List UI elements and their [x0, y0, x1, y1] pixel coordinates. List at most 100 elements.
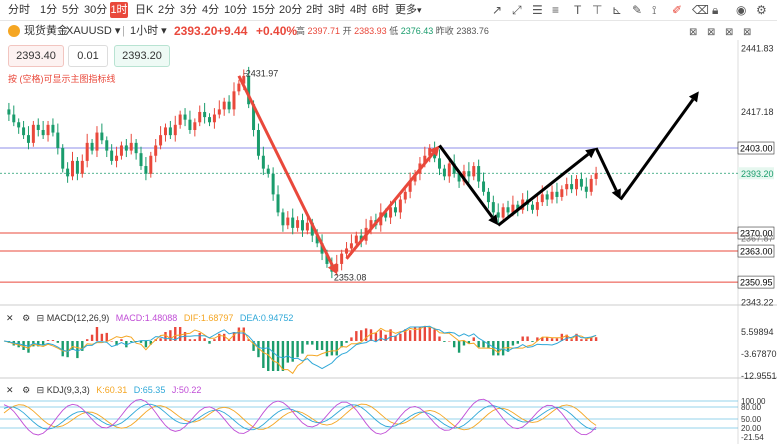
tf-3h[interactable]: 3时	[328, 4, 346, 16]
macd-bar	[154, 339, 157, 341]
ruler-icon[interactable]: ⊾	[612, 3, 623, 17]
candle-body	[36, 124, 40, 130]
gear-icon[interactable]: ⚙	[22, 313, 31, 323]
macd-bar	[580, 339, 583, 341]
eraser-icon[interactable]: ⌫	[692, 3, 709, 17]
tf-2h[interactable]: 2时	[306, 4, 324, 16]
tf-6h[interactable]: 6时	[372, 4, 390, 16]
macd-bar	[487, 341, 490, 349]
candle-body	[486, 191, 490, 203]
macd-bar	[452, 341, 456, 348]
indicator-icon[interactable]: ⊠	[707, 27, 716, 38]
tf-4h[interactable]: 4时	[350, 4, 368, 16]
quote-bar: 现货黄金 XAUUSD ▾ | 1小时 ▾ 2393.20 +9.44 +0.4…	[0, 21, 777, 41]
toggle-icon[interactable]: ⊟	[36, 385, 45, 395]
macd-bar	[7, 341, 11, 343]
candle-body	[188, 119, 192, 130]
tf-1h[interactable]: 1时	[110, 2, 128, 18]
candle-body	[550, 191, 554, 200]
tf-fenshi[interactable]: 分时	[8, 4, 30, 16]
lock-icon[interactable]: 🔒︎	[712, 3, 719, 17]
ray-icon[interactable]: ⤢	[512, 3, 522, 17]
tf-2m[interactable]: 2分	[158, 4, 176, 16]
buy-price-button[interactable]: 2393.20	[114, 45, 170, 67]
brush-icon[interactable]: ✎	[632, 3, 643, 17]
candle-body	[51, 124, 55, 133]
macd-bar	[66, 341, 69, 358]
candle-body	[276, 194, 280, 213]
trend-line-icon[interactable]: ↗	[492, 3, 503, 17]
tf-30m[interactable]: 30分	[84, 4, 108, 16]
toggle-icon[interactable]: ⊟	[36, 313, 45, 323]
macd-axis-label: 5.59894	[741, 327, 774, 337]
compare-icon[interactable]: ⊠	[725, 27, 734, 38]
candle-body	[496, 212, 500, 218]
measure-icon[interactable]: ⟟	[652, 3, 657, 17]
macd-bar	[315, 341, 319, 350]
candle-body	[256, 129, 260, 156]
candle-body	[129, 142, 133, 151]
macd-bar	[252, 341, 255, 351]
tf-daily[interactable]: 日K	[135, 4, 154, 16]
tf-3m[interactable]: 3分	[180, 4, 198, 16]
lot-input[interactable]: 0.01	[68, 45, 108, 67]
eye-icon[interactable]: ◉	[736, 3, 747, 17]
macd-bar	[271, 341, 275, 371]
macd-bar	[394, 335, 397, 341]
candle-body	[22, 127, 26, 136]
macd-bar	[41, 341, 45, 346]
y-tick-label: 2343.22	[741, 298, 774, 308]
layout-icon[interactable]: ⊠	[689, 27, 698, 38]
tf-4m[interactable]: 4分	[202, 4, 220, 16]
candle-body	[398, 199, 402, 213]
candle-body	[291, 217, 295, 228]
macd-bar	[276, 341, 280, 371]
macd-bar	[159, 338, 162, 341]
channel-icon[interactable]: ≡	[552, 3, 560, 17]
candle-body	[173, 124, 177, 136]
fib-icon[interactable]: ⊤	[592, 3, 603, 17]
candle-body	[286, 217, 290, 226]
period-select[interactable]: 1小时 ▾	[130, 25, 167, 37]
macd-bar	[22, 341, 25, 350]
macd-bar	[223, 333, 226, 341]
candle-body	[555, 191, 559, 197]
tf-more[interactable]: 更多▾	[395, 4, 422, 16]
sell-price-button[interactable]: 2393.40	[8, 45, 64, 67]
tf-10m[interactable]: 10分	[224, 4, 248, 16]
candle-body	[124, 145, 128, 151]
candle-body	[31, 124, 35, 143]
timeframe-toolbar: 分时 1分 5分 30分 1时 日K 2分 3分 4分 10分 15分 20分 …	[0, 0, 777, 21]
edit-icon[interactable]: ✐	[672, 3, 683, 17]
macd-bar	[76, 341, 79, 359]
macd-bar	[149, 341, 152, 345]
tf-15m[interactable]: 15分	[252, 4, 276, 16]
tf-20m[interactable]: 20分	[279, 4, 303, 16]
tf-1m[interactable]: 1分	[40, 4, 58, 16]
candle-body	[227, 101, 231, 110]
text-icon[interactable]: T	[574, 3, 582, 17]
candle-body	[369, 220, 373, 228]
gear-icon[interactable]: ⚙	[22, 385, 31, 395]
y-tick-label: 2417.18	[741, 107, 774, 117]
macd-bar	[46, 340, 50, 341]
candle-body	[119, 145, 123, 156]
settings-icon[interactable]: ⚙	[756, 3, 767, 17]
dif-value: DIF:1.68797	[183, 313, 234, 323]
candle-body	[80, 160, 84, 174]
macd-bar	[227, 340, 231, 341]
candle-body	[71, 160, 75, 177]
macd-bar	[550, 338, 554, 341]
k-value: K:60.31	[96, 385, 128, 395]
macd-bar	[335, 341, 338, 356]
hline-icon[interactable]: ☰	[532, 3, 543, 17]
grid-icon[interactable]: ⊠	[743, 27, 752, 38]
close-icon[interactable]: ✕	[6, 313, 14, 323]
symbol-code[interactable]: XAUUSD ▾	[66, 25, 121, 37]
tf-5m[interactable]: 5分	[62, 4, 80, 16]
candle-body	[457, 173, 461, 182]
macd-bar	[418, 327, 422, 341]
close-icon[interactable]: ✕	[6, 385, 14, 395]
candle-body	[364, 227, 368, 241]
macd-bar	[174, 327, 177, 341]
